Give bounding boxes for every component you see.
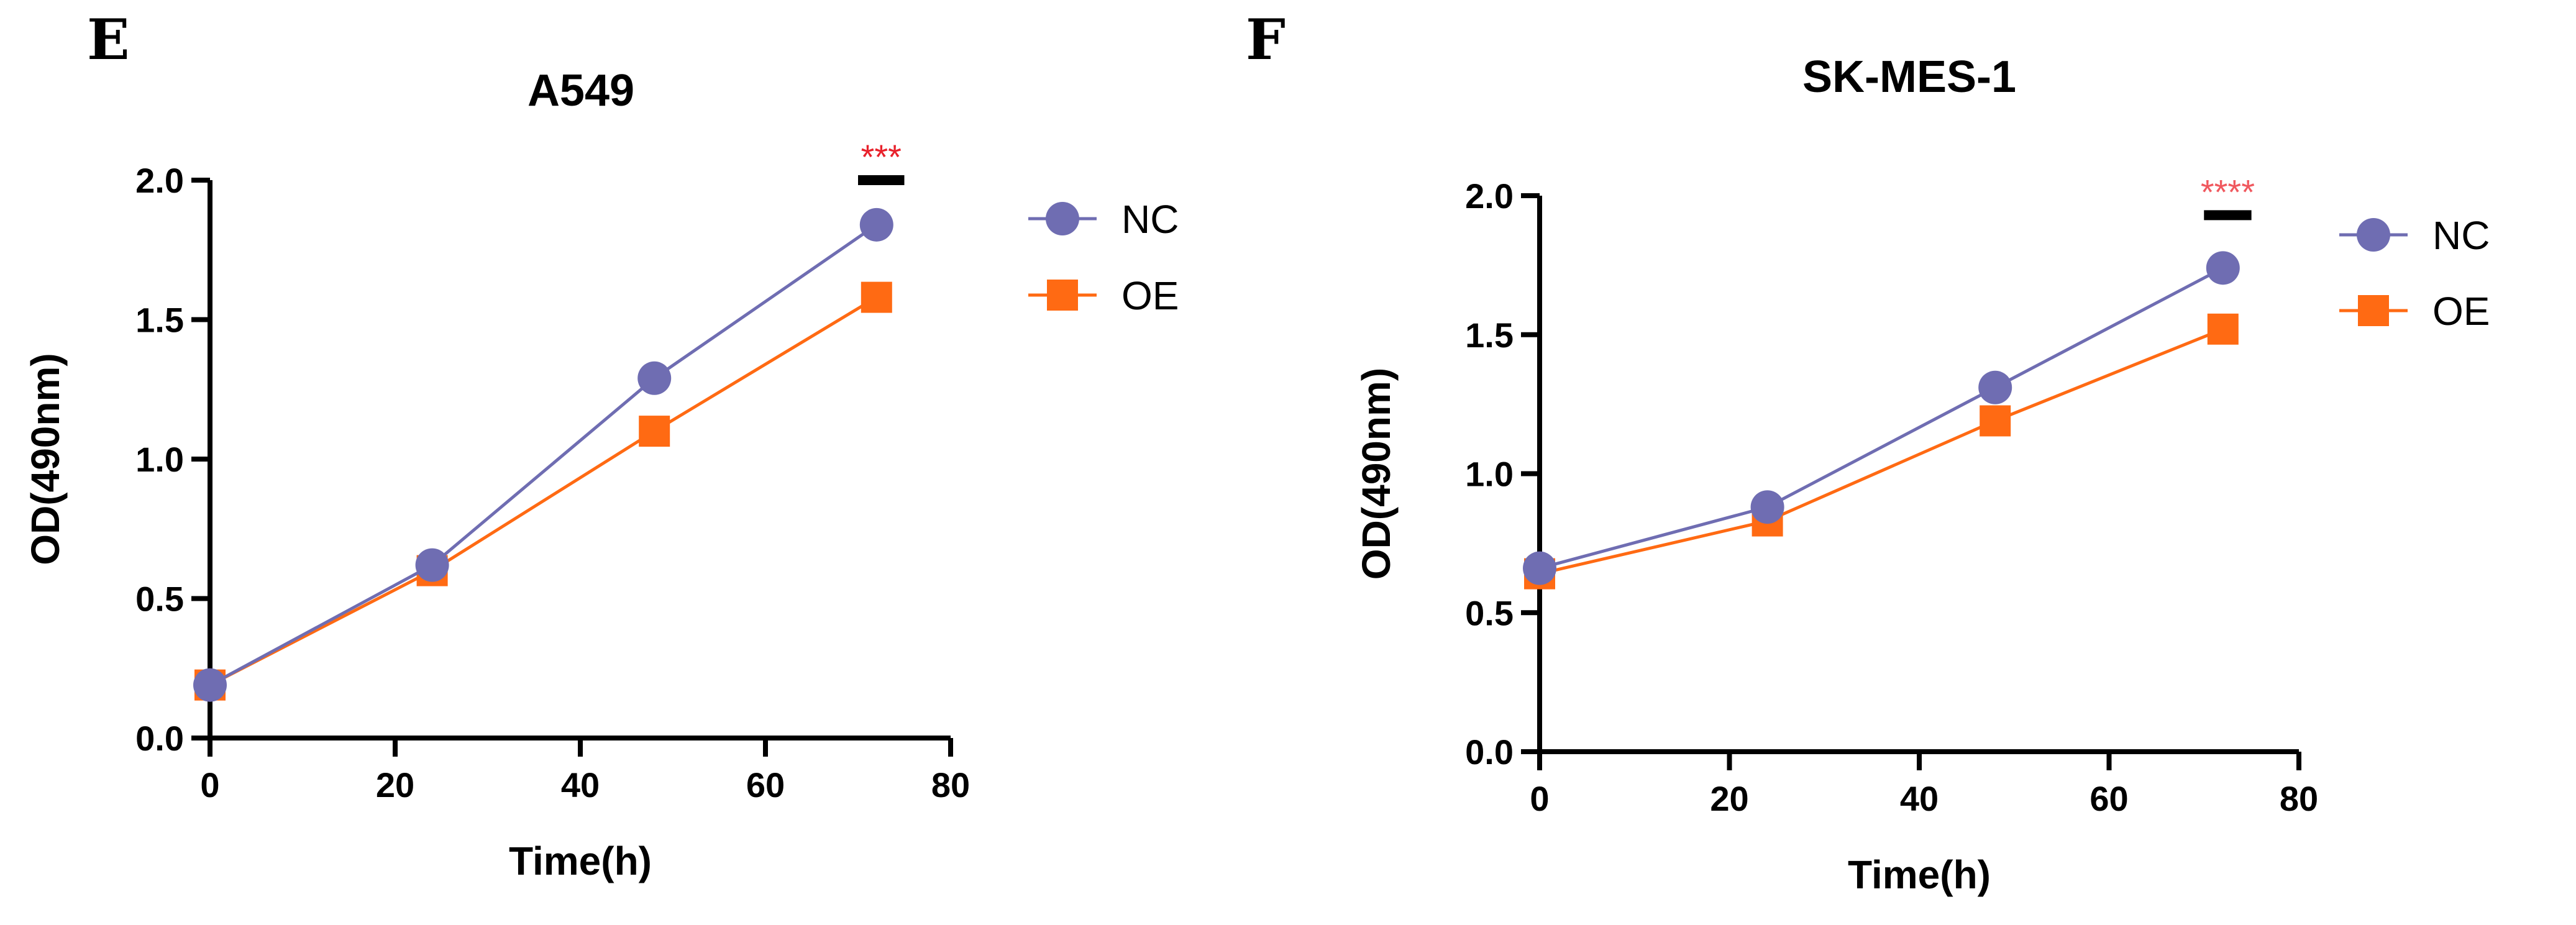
x-tick-label: 20 (1710, 779, 1748, 818)
x-tick-label: 40 (561, 765, 600, 804)
series-line-nc (1539, 267, 2224, 570)
data-point-nc (193, 668, 227, 702)
x-tick-label: 60 (2090, 779, 2128, 818)
legend-label-nc: NC (2432, 213, 2490, 258)
series-line-oe (209, 296, 878, 686)
data-point-nc (637, 361, 672, 395)
data-point-nc (1750, 490, 1784, 524)
data-point-oe (1980, 405, 2011, 437)
x-tick-label: 40 (1900, 779, 1939, 818)
x-axis-label: Time(h) (509, 839, 652, 883)
chart-title: A549 (528, 66, 634, 116)
legend-label-oe: OE (1121, 273, 1179, 318)
x-tick-label: 0 (1530, 779, 1549, 818)
y-tick-label: 0.0 (1465, 732, 1514, 772)
data-point-oe (639, 416, 670, 447)
panel-letter: F (1246, 7, 1286, 73)
significance-label: *** (861, 137, 902, 176)
series-line-nc (209, 223, 878, 686)
y-tick-label: 1.0 (135, 440, 184, 479)
data-point-oe (861, 281, 892, 313)
legend-marker-nc (2357, 218, 2390, 252)
y-tick-label: 1.5 (135, 301, 184, 340)
y-tick-label: 0.5 (1465, 593, 1514, 632)
legend-marker-oe (1047, 280, 1078, 311)
data-point-nc (1978, 370, 2012, 404)
y-tick-label: 0.5 (135, 580, 184, 619)
x-axis-label: Time(h) (1848, 852, 1991, 897)
y-axis-label: OD(490nm) (1354, 368, 1399, 580)
y-tick-label: 1.0 (1465, 455, 1514, 494)
series-line-oe (1539, 327, 2224, 576)
panel-letter: E (87, 7, 130, 73)
chart-title: SK-MES-1 (1802, 52, 2016, 102)
y-axis-label: OD(490nm) (23, 353, 68, 565)
x-tick-label: 0 (200, 765, 219, 804)
data-point-nc (2206, 251, 2240, 285)
panel-e: E A549 0.0 0.5 1.0 1.5 2.0 0 20 40 60 80 OD(490nm) Ti… (23, 7, 1179, 883)
x-tick-label: 80 (2280, 779, 2318, 818)
data-point-nc (1523, 551, 1556, 585)
x-tick-label: 80 (931, 765, 970, 804)
y-tick-label: 2.0 (135, 161, 184, 200)
legend-marker-nc (1046, 202, 1079, 235)
legend-label-oe: OE (2432, 289, 2490, 334)
x-tick-label: 20 (376, 765, 414, 804)
legend-marker-oe (2358, 295, 2389, 326)
panel-f: F SK-MES-1 0.0 0.5 1.0 1.5 2.0 0 20 40 60 80 OD(490n… (1246, 7, 2490, 897)
x-tick-label: 60 (746, 765, 785, 804)
data-point-nc (859, 207, 893, 242)
data-point-oe (2207, 313, 2239, 345)
y-tick-label: 0.0 (135, 719, 184, 758)
significance-label: **** (2201, 172, 2255, 211)
y-tick-label: 1.5 (1465, 316, 1514, 355)
y-tick-label: 2.0 (1465, 176, 1514, 216)
data-point-nc (415, 548, 449, 582)
legend-label-nc: NC (1121, 197, 1179, 242)
